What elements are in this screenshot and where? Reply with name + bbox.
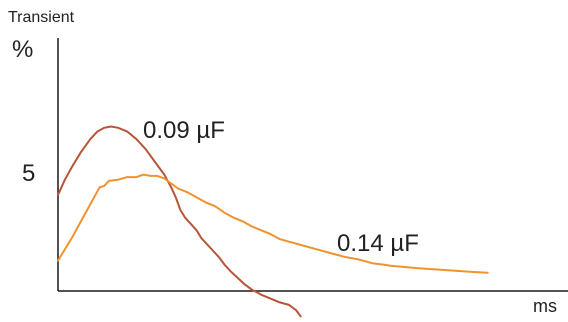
series-line-0.14uF (57, 173, 489, 274)
series-group (57, 125, 489, 318)
x-axis-unit: ms (533, 296, 557, 316)
y-axis-unit: % (12, 36, 33, 63)
series-line-0.09uF (57, 125, 302, 318)
series-label-0.09uF: 0.09 µF (143, 117, 225, 144)
y-tick-label-5: 5 (22, 160, 35, 187)
y-axis-title: Transient (8, 9, 75, 26)
series-label-0.14uF: 0.14 µF (337, 230, 419, 257)
